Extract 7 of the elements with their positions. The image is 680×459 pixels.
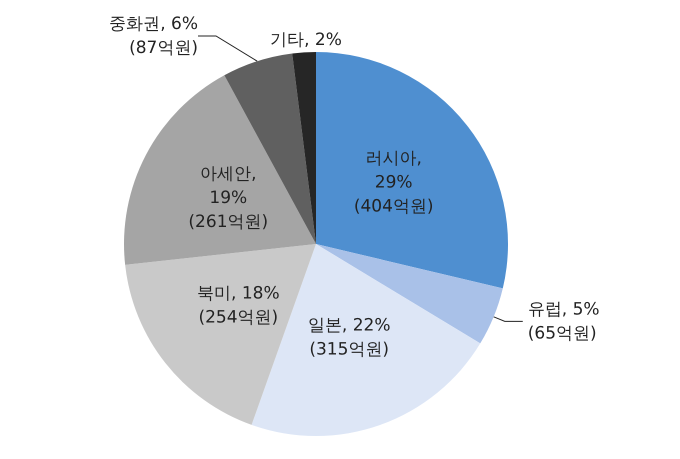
slice-label: 러시아, 29% (404억원) xyxy=(354,148,434,217)
slice-label: 중화권, 6% (87억원) xyxy=(109,14,198,58)
slice-label: 아세안, 19% (261억원) xyxy=(188,164,268,232)
slice-label: 유럽, 5% (65억원) xyxy=(528,299,600,344)
slice-label: 기타, 2% xyxy=(270,30,342,50)
slice-label: 일본, 22% (315억원) xyxy=(308,315,391,360)
slice-label: 북미, 18% (254억원) xyxy=(197,283,280,328)
